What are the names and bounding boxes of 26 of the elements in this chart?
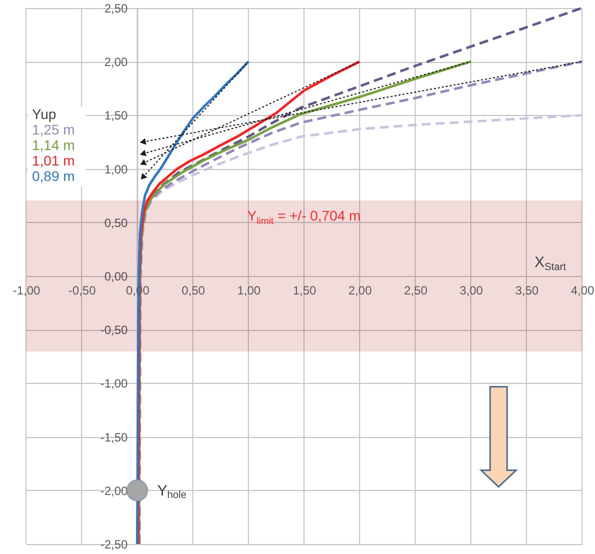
text: 0,89 m [32, 168, 75, 184]
x-tick-label: 4,00 [570, 284, 594, 298]
x-tick-label: 3,50 [515, 284, 539, 298]
y-tick-label: -1,50 [100, 430, 128, 444]
x-tick-label: 0,50 [182, 284, 206, 298]
y-tick-label: 1,00 [104, 162, 128, 176]
text: 1,25 m [32, 122, 75, 138]
legend-title: Yup [32, 106, 56, 122]
x-tick-label: 1,00 [237, 284, 261, 298]
y-tick-label: 0,50 [104, 216, 128, 230]
y-tick-label: 2,00 [104, 55, 128, 70]
y-tick-label: -2,50 [100, 538, 128, 552]
y-tick-label: 2,50 [104, 2, 128, 16]
y-tick-label: -0,50 [100, 323, 128, 338]
y-tick-label: -1,00 [100, 376, 128, 391]
text: 1,14 m [32, 137, 75, 154]
x-tick-label: 2,00 [348, 284, 372, 298]
x-tick-label: -0,50 [68, 284, 96, 298]
x-tick-label: 2,50 [404, 284, 428, 298]
x-tick-label: -1,00 [12, 284, 40, 298]
text: 1,01 m [32, 152, 75, 169]
y-tick-label: -2,00 [100, 484, 128, 498]
y-tick-label: 1,50 [104, 108, 128, 123]
x-tick-label: 1,50 [292, 284, 316, 298]
y-tick-label: 0,00 [104, 270, 128, 284]
x-tick-label: 3,00 [460, 284, 484, 298]
